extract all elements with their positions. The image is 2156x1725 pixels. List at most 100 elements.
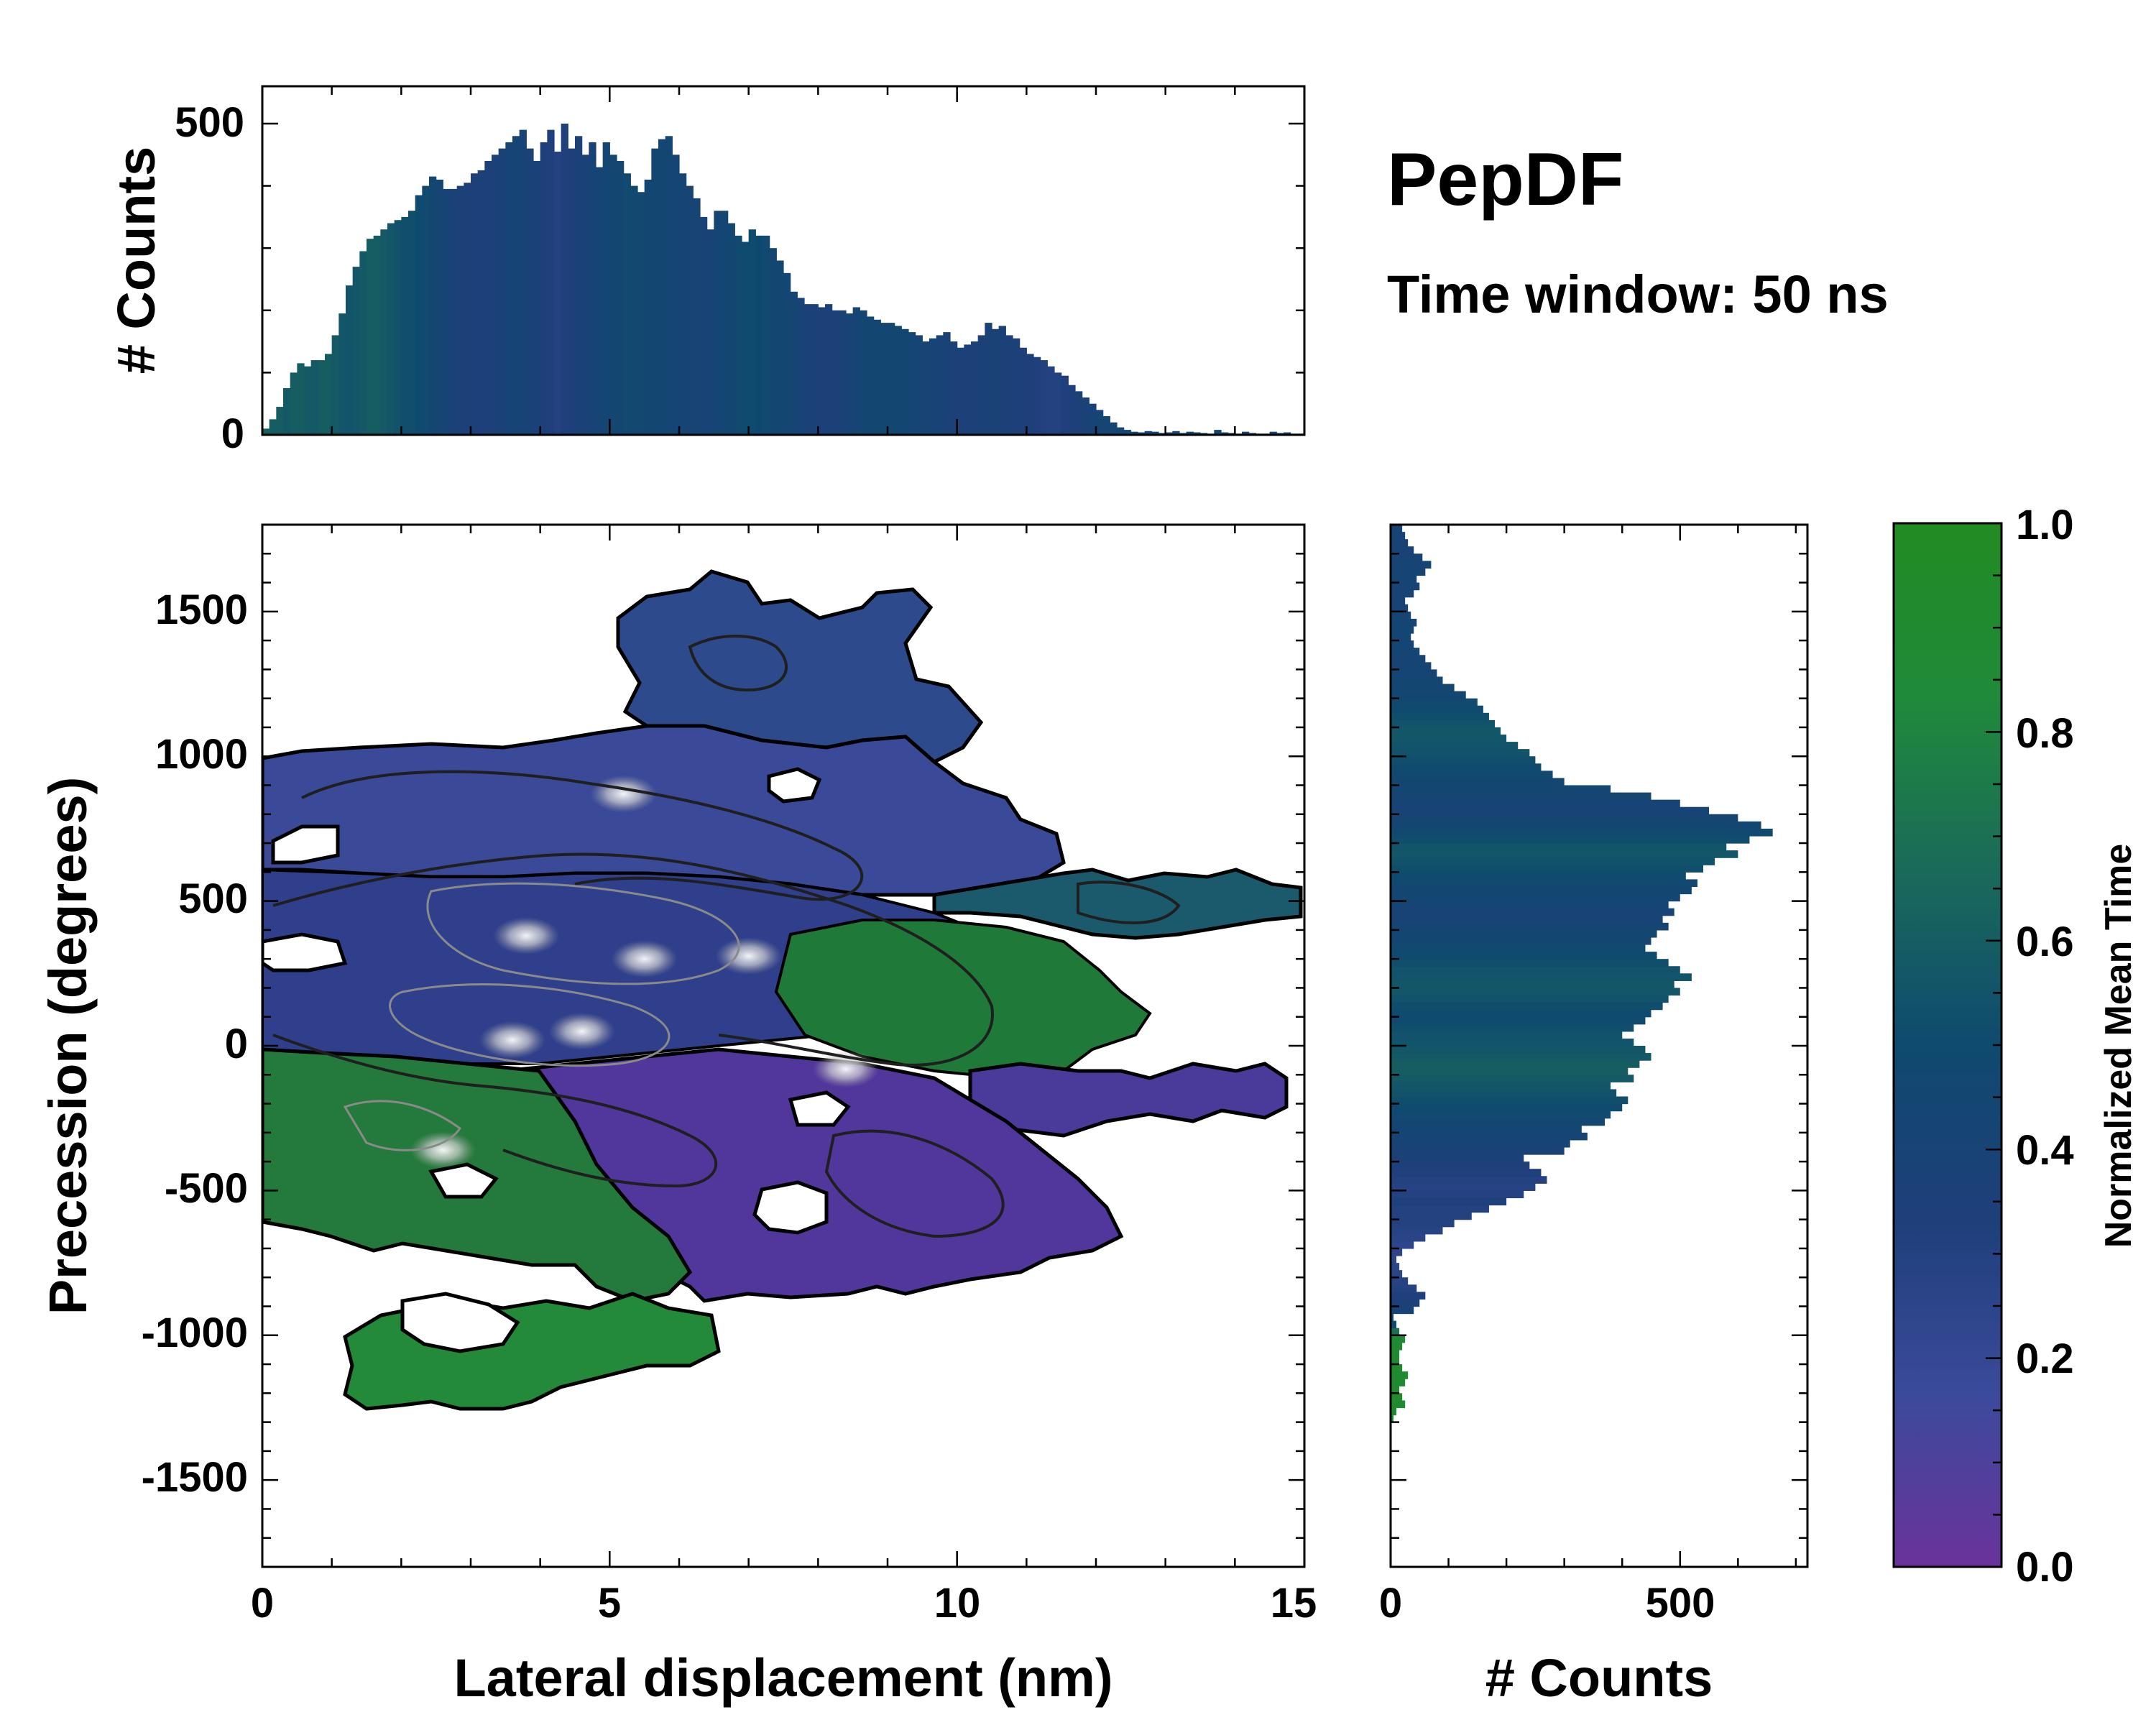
right-histogram-bar	[1391, 966, 1680, 974]
right-histogram-bar	[1391, 1313, 1394, 1322]
colorbar-tick-0.0: 0.0	[2016, 1544, 2074, 1591]
main-ytick-0: 0	[225, 1021, 248, 1067]
right-histogram-bar	[1391, 1233, 1426, 1242]
top-histogram: 500 0 # Counts	[106, 85, 1306, 457]
main-xtick-5: 5	[598, 1580, 621, 1627]
region-hole	[752, 1180, 829, 1235]
top-histogram-bar	[1040, 360, 1048, 435]
colorbar-tick-0.2: 0.2	[2016, 1335, 2074, 1382]
chart-title: PepDF	[1387, 138, 1623, 221]
main-xtick-0: 0	[251, 1580, 274, 1627]
top-histogram-bar	[769, 248, 777, 435]
right-histogram-bar	[1391, 669, 1437, 678]
right-histogram-bar	[1391, 691, 1466, 699]
top-histogram-bar	[269, 419, 277, 435]
top-histogram-bar	[706, 229, 714, 435]
main-xtick-10: 10	[934, 1580, 981, 1627]
contour-line	[301, 770, 864, 901]
top-histogram-bar	[387, 223, 395, 435]
top-histogram-bar	[1172, 431, 1180, 435]
right-histogram-bar	[1391, 1407, 1397, 1416]
right-histogram-bar	[1391, 1219, 1455, 1228]
contour-line	[688, 635, 788, 692]
colorbar-tick-0.8: 0.8	[2016, 710, 2074, 757]
right-histogram-bar	[1391, 1379, 1406, 1386]
right-histogram-bar	[1391, 1067, 1628, 1075]
density-peaks	[410, 775, 879, 1169]
top-histogram-bar	[672, 155, 680, 435]
contour-line	[1077, 880, 1181, 924]
right-histogram-bar	[1391, 1248, 1403, 1256]
top-histogram-bar	[1186, 431, 1194, 435]
top-histogram-bar	[283, 388, 291, 435]
right-xtick-0: 0	[1379, 1580, 1402, 1627]
top-histogram-bar	[290, 372, 298, 435]
region-hole	[262, 932, 348, 972]
right-histogram-bar	[1391, 893, 1680, 902]
top-histogram-bar	[1151, 431, 1159, 435]
right-histogram-bar	[1391, 611, 1411, 620]
right-histogram-bar	[1391, 937, 1651, 945]
right-histogram-bar	[1391, 1277, 1409, 1285]
main-xtick-15: 15	[1271, 1580, 1317, 1627]
top-histogram-bar	[602, 142, 610, 436]
colorbar-tick-0.4: 0.4	[2016, 1127, 2074, 1174]
top-histogram-bar	[763, 235, 770, 435]
top-histogram-bar	[415, 195, 423, 435]
top-histogram-bar	[693, 198, 701, 435]
right-histogram-bar	[1391, 546, 1414, 554]
right-histogram-bar	[1391, 705, 1483, 714]
right-histogram-bar	[1391, 828, 1773, 837]
right-histogram-bar	[1391, 1349, 1400, 1358]
top-histogram-bar	[971, 341, 979, 435]
top-histogram-bar	[727, 223, 735, 435]
top-ytick-0: 0	[221, 410, 244, 457]
top-histogram-bar	[512, 136, 520, 436]
right-histogram-bar	[1391, 633, 1411, 641]
right-histogram-bar	[1391, 778, 1565, 786]
top-histogram-bar	[464, 183, 471, 435]
right-histogram-bar	[1391, 792, 1651, 801]
right-histogram-bar	[1391, 1110, 1611, 1119]
top-histogram-bar	[471, 173, 479, 435]
right-histogram-bar	[1391, 1139, 1570, 1148]
top-histogram-bar	[1144, 431, 1152, 435]
top-histogram-bar	[443, 188, 451, 435]
right-histogram-bar	[1391, 684, 1455, 692]
contour-line	[272, 852, 994, 1067]
top-histogram-bar	[755, 235, 763, 435]
right-histogram-bar	[1391, 1075, 1634, 1082]
top-histogram-bar	[908, 332, 916, 435]
main-ytick-1000: 1000	[155, 731, 248, 778]
right-histogram-bar	[1391, 1205, 1489, 1213]
right-histogram-bar	[1391, 1009, 1651, 1018]
right-histogram-bar	[1391, 1046, 1646, 1054]
top-histogram-bar	[304, 366, 312, 435]
top-histogram-bar	[623, 173, 631, 435]
right-histogram-bar	[1391, 1270, 1403, 1278]
right-histogram-bar	[1391, 1002, 1663, 1011]
density-peak	[715, 937, 782, 975]
right-histogram-bar	[1391, 1190, 1524, 1199]
right-histogram-bar	[1391, 712, 1489, 721]
right-histogram-bar	[1391, 1183, 1536, 1191]
top-histogram-bar	[637, 192, 645, 435]
top-histogram-frame	[261, 85, 1306, 436]
right-histogram-bar	[1391, 1342, 1403, 1351]
top-histogram-bar	[964, 344, 972, 435]
right-histogram-bar	[1391, 1169, 1542, 1177]
main-ytick-1500: 1500	[155, 586, 248, 633]
top-histogram-bar	[1013, 338, 1021, 435]
top-histogram-bar	[519, 129, 527, 435]
right-histogram-bar	[1391, 575, 1417, 584]
right-histogram-bar	[1391, 1082, 1611, 1090]
right-histogram-bar	[1391, 662, 1432, 670]
top-histogram-bar	[533, 160, 541, 435]
top-histogram-bar	[338, 313, 346, 435]
top-histogram-ticks	[261, 86, 1306, 436]
top-histogram-bar	[1082, 397, 1089, 435]
chart-subtitle: Time window: 50 ns	[1387, 264, 1889, 324]
right-histogram-bar	[1391, 1060, 1640, 1068]
top-histogram-bar	[880, 323, 888, 435]
